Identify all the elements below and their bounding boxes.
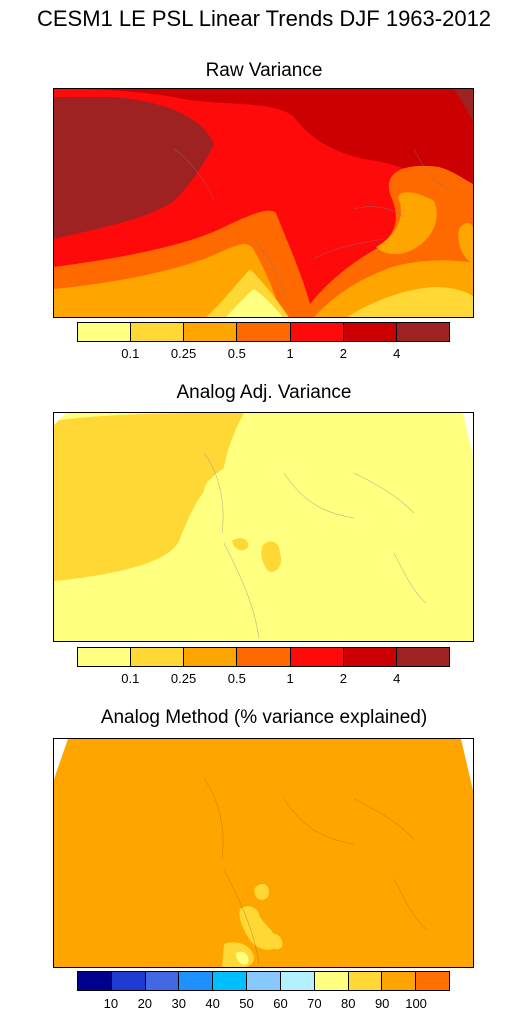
colorbar-analog-adj-variance [77,647,450,667]
colorbar-tick-label: 90 [374,996,390,1011]
colorbar-swatch [314,972,349,990]
colorbar-swatch [396,323,449,341]
map-analog-adj-variance [53,412,474,642]
colorbar-swatch [78,972,112,990]
panel-title-analog-adj-variance: Analog Adj. Variance [176,382,352,403]
colorbar-tick-label: 50 [239,996,254,1011]
colorbar-swatch [343,648,397,666]
colorbar-swatch [145,972,180,990]
colorbar-tick-label: 4 [393,671,401,686]
colorbar-swatch [290,648,344,666]
figure-title: CESM1 LE PSL Linear Trends DJF 1963-2012 [36,6,492,31]
colorbar-tick-label: 60 [273,996,288,1011]
colorbar-tick-label: 20 [137,996,153,1011]
colorbar-swatch [280,972,315,990]
colorbar-swatch [131,323,185,341]
colorbar-swatch [416,972,449,990]
map-analog-method [53,738,474,968]
colorbar-tick-label: 30 [171,996,186,1011]
colorbar-swatch [382,972,417,990]
colorbar-swatch [343,323,397,341]
colorbar-tick-label: 4 [393,346,401,361]
colorbar-tick-label: 40 [205,996,220,1011]
colorbar-tick-label: 10 [103,996,119,1011]
colorbar-labels-analog-adj-variance: 0.1 0.25 0.5 1 2 4 [77,671,450,687]
colorbar-tick-label: 0.25 [170,671,197,686]
colorbar-swatch [237,648,291,666]
colorbar-tick-label: 1 [286,346,294,361]
colorbar-labels-analog-method: 10 20 30 40 50 60 70 80 90 100 [77,996,450,1012]
colorbar-swatch [247,972,281,990]
colorbar-tick-label: 0.25 [170,346,197,361]
colorbar-tick-label: 0.1 [121,671,140,686]
colorbar-swatch [131,648,185,666]
colorbar-tick-label: 2 [339,346,348,361]
colorbar-labels-raw-variance: 0.1 0.25 0.5 1 2 4 [77,346,450,362]
map-raw-variance [53,88,474,318]
colorbar-swatch [290,323,344,341]
colorbar-raw-variance [77,322,450,342]
colorbar-tick-label: 70 [307,996,322,1011]
panel-title-raw-variance: Raw Variance [205,60,323,81]
colorbar-tick-label: 0.5 [227,671,246,686]
colorbar-tick-label: 80 [341,996,356,1011]
panel-title-analog-method: Analog Method (% variance explained) [100,707,428,728]
colorbar-swatch [78,648,132,666]
colorbar-swatch [396,648,449,666]
colorbar-swatch [184,648,238,666]
colorbar-swatch [237,323,291,341]
colorbar-tick-label: 1 [286,671,294,686]
colorbar-swatch [213,972,248,990]
colorbar-analog-method [77,971,450,991]
colorbar-swatch [179,972,214,990]
colorbar-swatch [348,972,383,990]
colorbar-swatch [111,972,146,990]
colorbar-tick-label: 2 [339,671,348,686]
colorbar-swatch [184,323,238,341]
colorbar-swatch [78,323,132,341]
colorbar-tick-label: 100 [405,996,427,1011]
colorbar-tick-label: 0.1 [121,346,140,361]
colorbar-tick-label: 0.5 [227,346,246,361]
